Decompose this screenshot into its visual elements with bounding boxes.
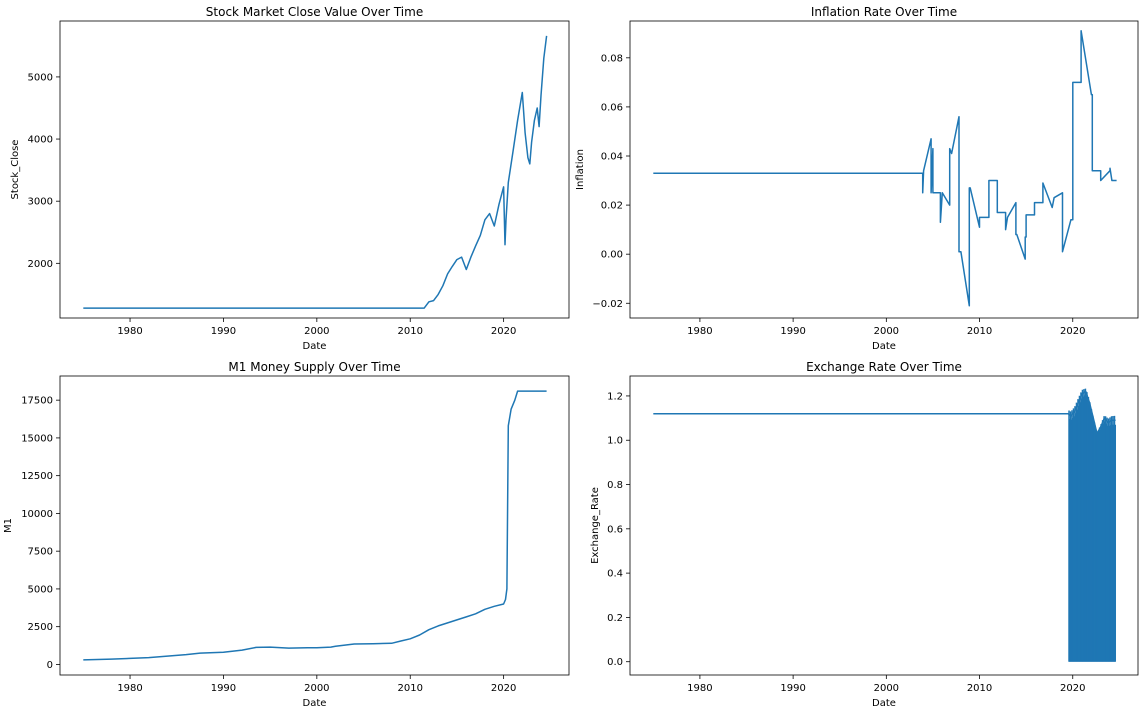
- series-line-0: [83, 35, 548, 309]
- series-line-0: [653, 30, 1117, 307]
- x-tick-label: 1980: [117, 683, 142, 694]
- chart-0: Stock Market Close Value Over Time Date St…: [10, 5, 570, 352]
- y-axis-label: Exchange_Rate: [590, 487, 601, 564]
- x-tick-label: 2020: [491, 326, 516, 337]
- y-tick-label: 0.2: [607, 613, 623, 624]
- chart-title: M1 Money Supply Over Time: [228, 360, 400, 374]
- y-tick-label: 2000: [28, 259, 53, 270]
- x-tick-label: 1980: [687, 326, 712, 337]
- axes-frame: [629, 20, 1139, 319]
- x-tick-label: 2020: [491, 683, 516, 694]
- y-axis-label: M1: [3, 518, 14, 533]
- series-line-0: [653, 390, 1116, 435]
- x-tick-label: 2010: [398, 326, 423, 337]
- x-tick-label: 1990: [211, 326, 236, 337]
- x-axis-label: Date: [303, 341, 327, 352]
- x-tick-label: 1990: [211, 683, 236, 694]
- y-tick-label: 5000: [28, 72, 53, 83]
- y-tick-label: 5000: [28, 584, 53, 595]
- x-tick-label: 1990: [780, 683, 805, 694]
- x-tick-label: 2010: [967, 326, 992, 337]
- y-tick-label: 17500: [21, 396, 53, 407]
- y-tick-label: 0.02: [601, 201, 623, 212]
- y-tick-label: 2500: [28, 622, 53, 633]
- x-tick-label: 2000: [874, 683, 899, 694]
- x-axis-label: Date: [872, 698, 896, 709]
- y-tick-label: 4000: [28, 135, 53, 146]
- y-tick-label: 7500: [28, 547, 53, 558]
- axes-frame: [59, 20, 570, 319]
- x-tick-label: 2000: [874, 326, 899, 337]
- x-tick-label: 1980: [687, 683, 712, 694]
- y-tick-label: 0.04: [601, 152, 623, 163]
- y-tick-label: 10000: [21, 509, 53, 520]
- y-tick-label: 0.8: [607, 480, 623, 491]
- chart-1: Inflation Rate Over Time Date Inflation 198…: [575, 5, 1139, 352]
- y-tick-label: 0.08: [601, 53, 623, 64]
- x-tick-label: 1990: [780, 326, 805, 337]
- chart-title: Inflation Rate Over Time: [811, 5, 957, 19]
- y-tick-label: 3000: [28, 197, 53, 208]
- y-axis-label: Stock_Close: [10, 140, 21, 200]
- y-axis-label: Inflation: [575, 149, 586, 190]
- x-axis-label: Date: [872, 341, 896, 352]
- x-tick-label: 2010: [967, 683, 992, 694]
- y-tick-label: 0.4: [607, 569, 623, 580]
- y-tick-label: 0.00: [601, 250, 623, 261]
- axes-frame: [629, 375, 1139, 676]
- x-tick-label: 2000: [304, 326, 329, 337]
- x-tick-label: 2010: [398, 683, 423, 694]
- y-tick-label: 12500: [21, 471, 53, 482]
- x-tick-label: 2020: [1060, 683, 1085, 694]
- chart-2: M1 Money Supply Over Time Date M1 1980 1990 2…: [3, 360, 570, 709]
- axes-frame: [59, 375, 570, 676]
- y-tick-label: 0.06: [601, 102, 623, 113]
- x-tick-label: 2000: [304, 683, 329, 694]
- chart-title: Exchange Rate Over Time: [806, 360, 962, 374]
- y-tick-label: 0.0: [607, 657, 623, 668]
- x-axis-label: Date: [303, 698, 327, 709]
- y-tick-label: 1.0: [607, 436, 623, 447]
- x-tick-label: 2020: [1060, 326, 1085, 337]
- chart-title: Stock Market Close Value Over Time: [206, 5, 423, 19]
- chart-3: Exchange Rate Over Time Date Exchange_Rate…: [590, 360, 1139, 709]
- y-tick-label: 15000: [21, 433, 53, 444]
- y-tick-label: 1.2: [607, 391, 623, 402]
- y-tick-label: 0.6: [607, 524, 623, 535]
- series-line-0: [83, 390, 547, 661]
- y-tick-label: 0: [47, 660, 53, 671]
- x-tick-label: 1980: [117, 326, 142, 337]
- y-tick-label: −0.02: [592, 299, 623, 310]
